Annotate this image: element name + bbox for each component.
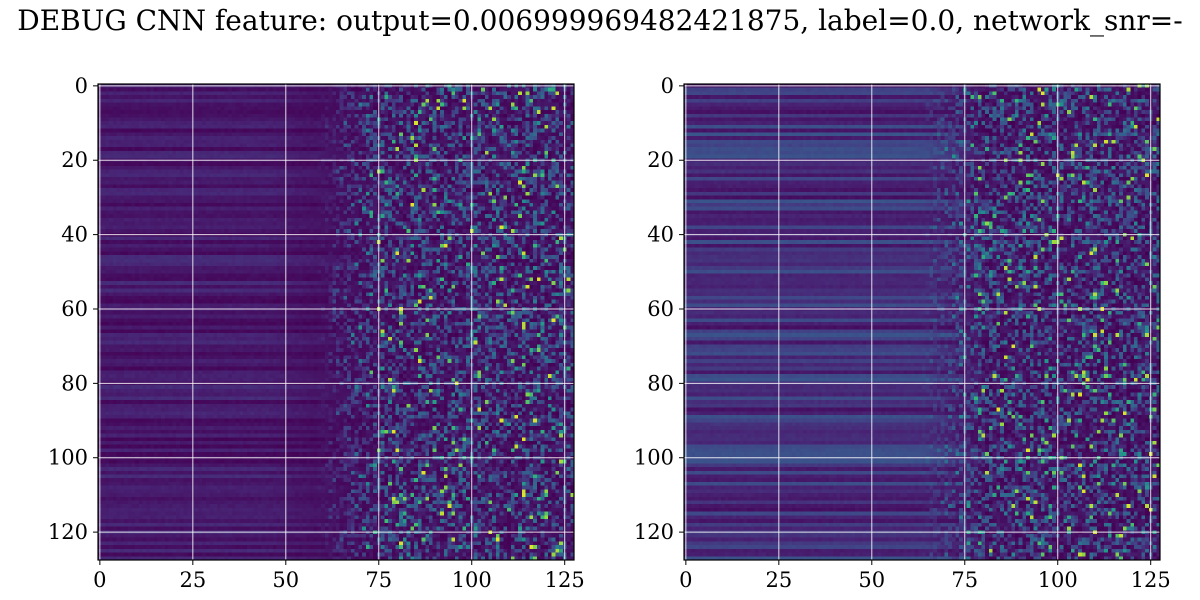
- x-tick-label: 50: [858, 568, 885, 592]
- x-tick-label: 100: [1038, 568, 1078, 592]
- x-tick-label: 0: [679, 568, 692, 592]
- y-tick-label: 20: [647, 148, 674, 172]
- y-tick-label: 120: [634, 520, 674, 544]
- heatmap-panel-left: 0 25 50 75 100 125 0 20 40 60 80 100 120: [48, 74, 585, 592]
- y-tick-label: 80: [61, 371, 88, 395]
- x-tick-label: 75: [951, 568, 978, 592]
- heatmap-cells: [684, 84, 1160, 560]
- x-tick-label: 25: [765, 568, 792, 592]
- x-tick-label: 50: [272, 568, 299, 592]
- x-tick-label: 125: [545, 568, 585, 592]
- x-tick-label: 25: [179, 568, 206, 592]
- y-tick-label: 0: [75, 74, 88, 98]
- y-tick-label: 40: [647, 223, 674, 247]
- y-tick-label: 0: [661, 74, 674, 98]
- x-tick-label: 0: [93, 568, 106, 592]
- y-tick-label: 20: [61, 148, 88, 172]
- y-tick-label: 40: [61, 223, 88, 247]
- y-tick-label: 120: [48, 520, 88, 544]
- x-tick-label: 125: [1131, 568, 1171, 592]
- x-tick-label: 75: [365, 568, 392, 592]
- y-tick-label: 60: [61, 297, 88, 321]
- y-tick-label: 100: [634, 446, 674, 470]
- heatmap-panel-right: 0 25 50 75 100 125 0 20 40 60 80 100 120: [634, 74, 1171, 592]
- y-tick-label: 100: [48, 446, 88, 470]
- x-tick-label: 100: [452, 568, 492, 592]
- y-tick-label: 80: [647, 371, 674, 395]
- y-tick-label: 60: [647, 297, 674, 321]
- heatmap-cells: [98, 84, 574, 560]
